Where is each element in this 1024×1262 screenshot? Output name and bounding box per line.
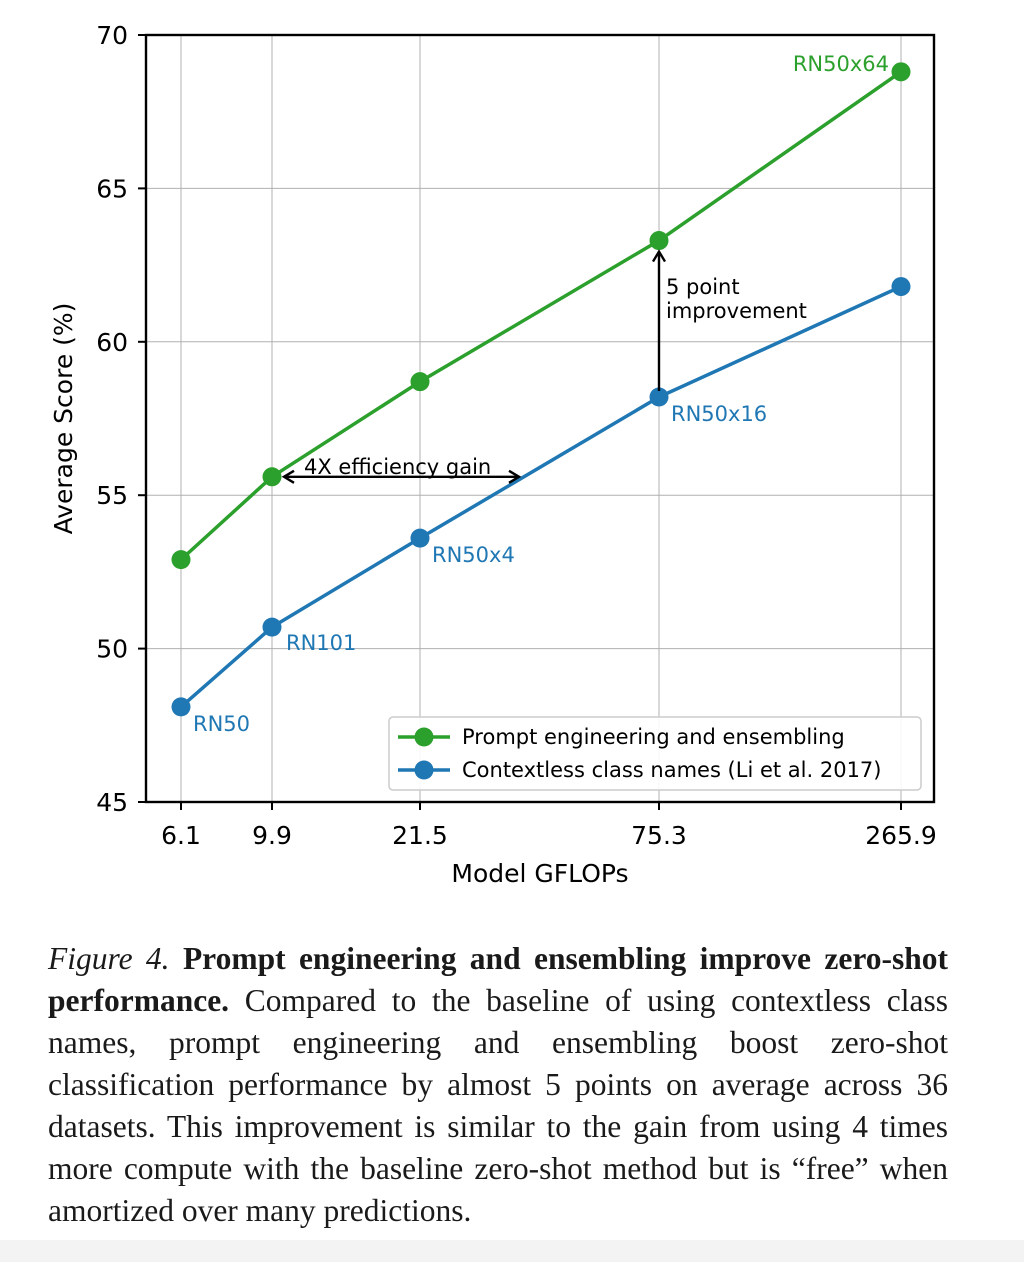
- efficiency-arrowhead-left: [281, 469, 295, 484]
- efficiency-gain-label: 4X efficiency gain: [304, 455, 491, 479]
- figure-caption: Figure 4. Prompt engineering and ensembl…: [48, 938, 948, 1232]
- point-label-RN50x4: RN50x4: [432, 543, 515, 567]
- y-axis-label: Average Score (%): [49, 303, 78, 535]
- improvement-label-line2: improvement: [666, 299, 807, 323]
- series-1-point-6.1: [171, 697, 191, 717]
- x-tick-label-265.9: 265.9: [865, 821, 937, 850]
- y-tick-label-70: 70: [96, 21, 128, 50]
- series-0-point-265.9: [891, 62, 911, 82]
- annotations-layer: 4X efficiency gain 5 point improvement: [281, 249, 807, 484]
- efficiency-arrowhead-right: [508, 469, 522, 484]
- figure-label: Figure 4.: [48, 941, 170, 976]
- point-label-RN50x16: RN50x16: [671, 402, 767, 426]
- legend-marker-0: [414, 727, 434, 747]
- x-tick-label-21.5: 21.5: [392, 821, 448, 850]
- improvement-arrowhead: [651, 249, 667, 263]
- y-tick-label-60: 60: [96, 328, 128, 357]
- point-label-RN50x64: RN50x64: [793, 52, 889, 76]
- point-label-RN101: RN101: [286, 631, 356, 655]
- point-label-RN50: RN50: [193, 712, 250, 736]
- legend-label-0: Prompt engineering and ensembling: [462, 725, 845, 749]
- legend-box: [388, 716, 922, 791]
- x-tick-label-6.1: 6.1: [161, 821, 201, 850]
- x-axis-label: Model GFLOPs: [451, 859, 628, 888]
- series-1-point-75.3: [649, 387, 669, 407]
- series-0-point-21.5: [410, 372, 430, 392]
- legend: Prompt engineering and ensembling Context…: [388, 716, 922, 791]
- series-1-point-21.5: [410, 528, 430, 548]
- x-tick-label-75.3: 75.3: [631, 821, 687, 850]
- legend-marker-1: [414, 760, 434, 780]
- y-tick-label-45: 45: [96, 788, 128, 817]
- page-bottom-bar: [0, 1240, 1024, 1262]
- series-0-point-75.3: [649, 231, 669, 251]
- grid-lines: [146, 34, 934, 803]
- series-0-point-9.9: [262, 467, 282, 487]
- series-1-point-9.9: [262, 617, 282, 637]
- series-0-point-6.1: [171, 550, 191, 570]
- plot-frame: [144, 33, 936, 804]
- series-layer: RN50x64 RN50 RN101 RN50x4 RN50x16: [171, 52, 911, 736]
- caption-title: Prompt engineering and ensembling improv…: [48, 941, 948, 1018]
- series-1-point-265.9: [891, 277, 911, 297]
- y-tick-label-50: 50: [96, 635, 128, 664]
- x-tick-label-9.9: 9.9: [252, 821, 292, 850]
- improvement-label-line1: 5 point: [666, 275, 740, 299]
- legend-label-1: Contextless class names (Li et al. 2017): [462, 758, 881, 782]
- caption-body: Compared to the baseline of using contex…: [48, 983, 948, 1228]
- line-chart: RN50x64 RN50 RN101 RN50x4 RN50x16 4X efficie…: [49, 21, 937, 888]
- y-tick-label-65: 65: [96, 174, 128, 203]
- axes: 45 50 55 60 65 70 6.1 9.9 21.5 75.3 265.9: [96, 21, 937, 850]
- y-tick-label-55: 55: [96, 481, 128, 510]
